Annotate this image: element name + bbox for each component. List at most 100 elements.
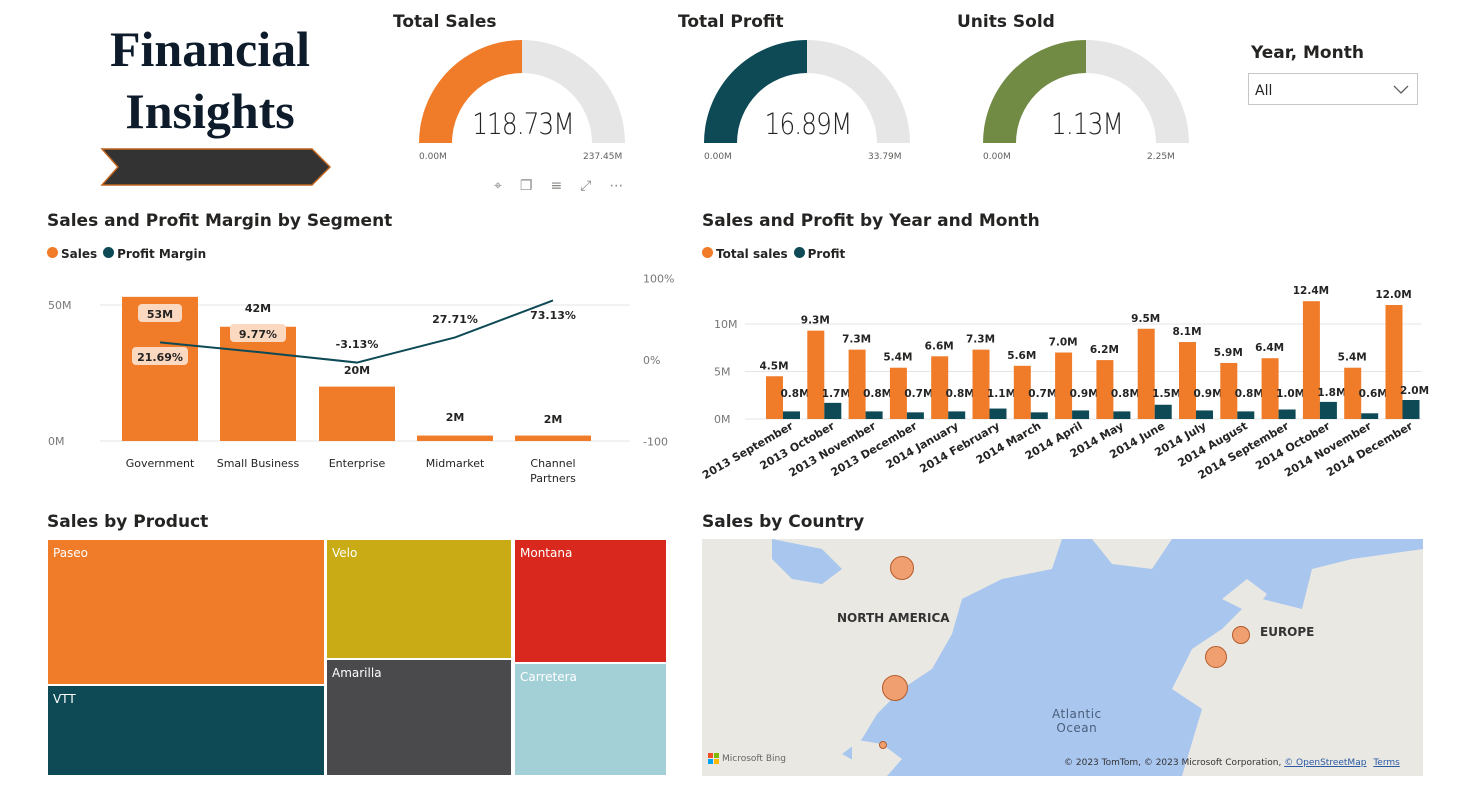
data-label-margin: 27.71% bbox=[432, 313, 478, 326]
treemap-tile-velo[interactable]: Velo bbox=[326, 539, 512, 659]
bar-total-sales[interactable] bbox=[1013, 365, 1031, 419]
y-tick-label: 0M bbox=[48, 435, 65, 448]
treemap-tile-amarilla[interactable]: Amarilla bbox=[326, 659, 512, 776]
legend-item-sales[interactable]: Sales bbox=[47, 247, 97, 261]
bar-total-sales[interactable] bbox=[1302, 301, 1320, 419]
data-label: 0.8M bbox=[863, 388, 892, 400]
more-options-icon[interactable]: ⋯ bbox=[609, 178, 624, 194]
pin-icon[interactable]: ⌖ bbox=[494, 178, 502, 194]
gauge-value: 118.73M bbox=[472, 107, 574, 141]
bar-total-sales[interactable] bbox=[807, 330, 825, 419]
data-label: 9.3M bbox=[801, 315, 830, 327]
gauge-min: 0.00M bbox=[419, 152, 447, 162]
copy-icon[interactable]: ❐ bbox=[519, 178, 533, 194]
bar-profit[interactable] bbox=[824, 402, 842, 419]
bar-profit[interactable] bbox=[906, 412, 924, 419]
y-tick-label: 50M bbox=[48, 299, 72, 312]
bar-total-sales[interactable] bbox=[848, 349, 866, 419]
data-label: 2.0M bbox=[1400, 385, 1429, 397]
bar-profit[interactable] bbox=[1361, 413, 1379, 419]
country-map[interactable]: NORTH AMERICA EUROPE Atlantic Ocean Micro… bbox=[702, 539, 1423, 776]
bar-sales[interactable] bbox=[319, 386, 395, 441]
bar-total-sales[interactable] bbox=[1137, 328, 1155, 419]
microsoft-logo-icon bbox=[708, 753, 719, 764]
bar-profit[interactable] bbox=[783, 411, 800, 419]
bar-profit[interactable] bbox=[1402, 400, 1420, 419]
map-bubble[interactable] bbox=[1232, 626, 1250, 644]
x-tick-label: Channel bbox=[530, 457, 575, 470]
data-label: 1.1M bbox=[987, 388, 1016, 400]
gauge-arc bbox=[983, 40, 1189, 143]
data-label: 6.4M bbox=[1255, 342, 1284, 354]
map-bubble[interactable] bbox=[879, 741, 887, 749]
bar-total-sales[interactable] bbox=[931, 356, 949, 419]
gauge-max: 33.79M bbox=[868, 152, 902, 162]
gauge-track bbox=[522, 40, 625, 143]
bar-profit[interactable] bbox=[1154, 404, 1172, 419]
data-label: 7.3M bbox=[966, 334, 995, 346]
year-month-dropdown[interactable]: All bbox=[1248, 73, 1418, 105]
bar-profit[interactable] bbox=[1196, 410, 1213, 419]
bar-profit[interactable] bbox=[1278, 409, 1296, 420]
chevron-down-icon bbox=[1393, 85, 1409, 94]
x-tick-label: Enterprise bbox=[329, 457, 386, 470]
bar-profit[interactable] bbox=[1030, 412, 1048, 419]
treemap-tile-vtt[interactable]: VTT bbox=[47, 685, 325, 776]
bar-total-sales[interactable] bbox=[1096, 360, 1114, 419]
bar-sales[interactable] bbox=[417, 435, 493, 441]
bar-total-sales[interactable] bbox=[889, 367, 907, 419]
legend-item-total-sales[interactable]: Total sales bbox=[702, 247, 788, 261]
bar-total-sales[interactable] bbox=[972, 349, 990, 419]
data-label: 12.0M bbox=[1375, 289, 1411, 301]
data-label: 0.8M bbox=[946, 388, 975, 400]
bar-total-sales[interactable] bbox=[1344, 367, 1362, 419]
map-bubble[interactable] bbox=[890, 556, 914, 580]
data-label-margin: -3.13% bbox=[336, 338, 379, 351]
x-tick-label: Government bbox=[126, 457, 195, 470]
segment-chart: 0M 50M 100% 0% -100 Government Small Business E… bbox=[48, 273, 674, 486]
data-label: 5.6M bbox=[1007, 350, 1036, 362]
bar-profit[interactable] bbox=[989, 408, 1007, 419]
bar-profit[interactable] bbox=[1072, 410, 1090, 419]
bar-profit[interactable] bbox=[948, 411, 966, 419]
bar-profit[interactable] bbox=[1319, 401, 1337, 419]
bar-total-sales[interactable] bbox=[1055, 352, 1073, 420]
legend-item-profit-margin[interactable]: Profit Margin bbox=[103, 247, 206, 261]
gauge-track bbox=[1086, 40, 1189, 143]
europe-africa-land bbox=[1172, 549, 1423, 776]
y2-tick-label: -100 bbox=[643, 436, 668, 449]
terms-link[interactable]: Terms bbox=[1373, 758, 1400, 768]
x-tick-label: Small Business bbox=[217, 457, 300, 470]
bar-total-sales[interactable] bbox=[1179, 342, 1196, 419]
legend-item-profit[interactable]: Profit bbox=[793, 247, 845, 261]
data-label: 1.0M bbox=[1276, 388, 1305, 400]
report-title: Financial Insights bbox=[60, 18, 360, 142]
bar-total-sales[interactable] bbox=[1261, 358, 1279, 419]
bar-sales[interactable] bbox=[220, 326, 296, 441]
y-tick-label: 5M bbox=[714, 366, 731, 379]
bar-profit[interactable] bbox=[1113, 411, 1131, 419]
data-label: 0.8M bbox=[1111, 388, 1140, 400]
treemap-tile-paseo[interactable]: Paseo bbox=[47, 539, 325, 685]
data-label: 7.0M bbox=[1049, 337, 1078, 349]
bar-profit[interactable] bbox=[1237, 411, 1255, 419]
bar-sales[interactable] bbox=[515, 435, 591, 441]
gauge-fill bbox=[983, 40, 1086, 143]
bar-profit[interactable] bbox=[865, 411, 883, 419]
north-america-land bbox=[702, 539, 1062, 776]
treemap-tile-montana[interactable]: Montana bbox=[514, 539, 667, 663]
bar-total-sales[interactable] bbox=[766, 376, 783, 419]
bar-total-sales[interactable] bbox=[1220, 362, 1238, 419]
data-label: 5.4M bbox=[1338, 352, 1367, 364]
filter-icon[interactable]: ≡ bbox=[550, 178, 563, 194]
y2-tick-label: 100% bbox=[643, 273, 674, 286]
focus-mode-icon[interactable]: ⤢ bbox=[580, 178, 592, 194]
openstreetmap-link[interactable]: © OpenStreetMap bbox=[1284, 758, 1367, 768]
map-bubble[interactable] bbox=[882, 675, 908, 701]
treemap-tile-carretera[interactable]: Carretera bbox=[514, 663, 667, 776]
gauge-fill bbox=[704, 40, 807, 143]
line-profit-margin bbox=[159, 299, 554, 364]
map-bubble[interactable] bbox=[1205, 646, 1227, 668]
title-line-2: Insights bbox=[125, 83, 295, 139]
bar-total-sales[interactable] bbox=[1385, 305, 1403, 419]
